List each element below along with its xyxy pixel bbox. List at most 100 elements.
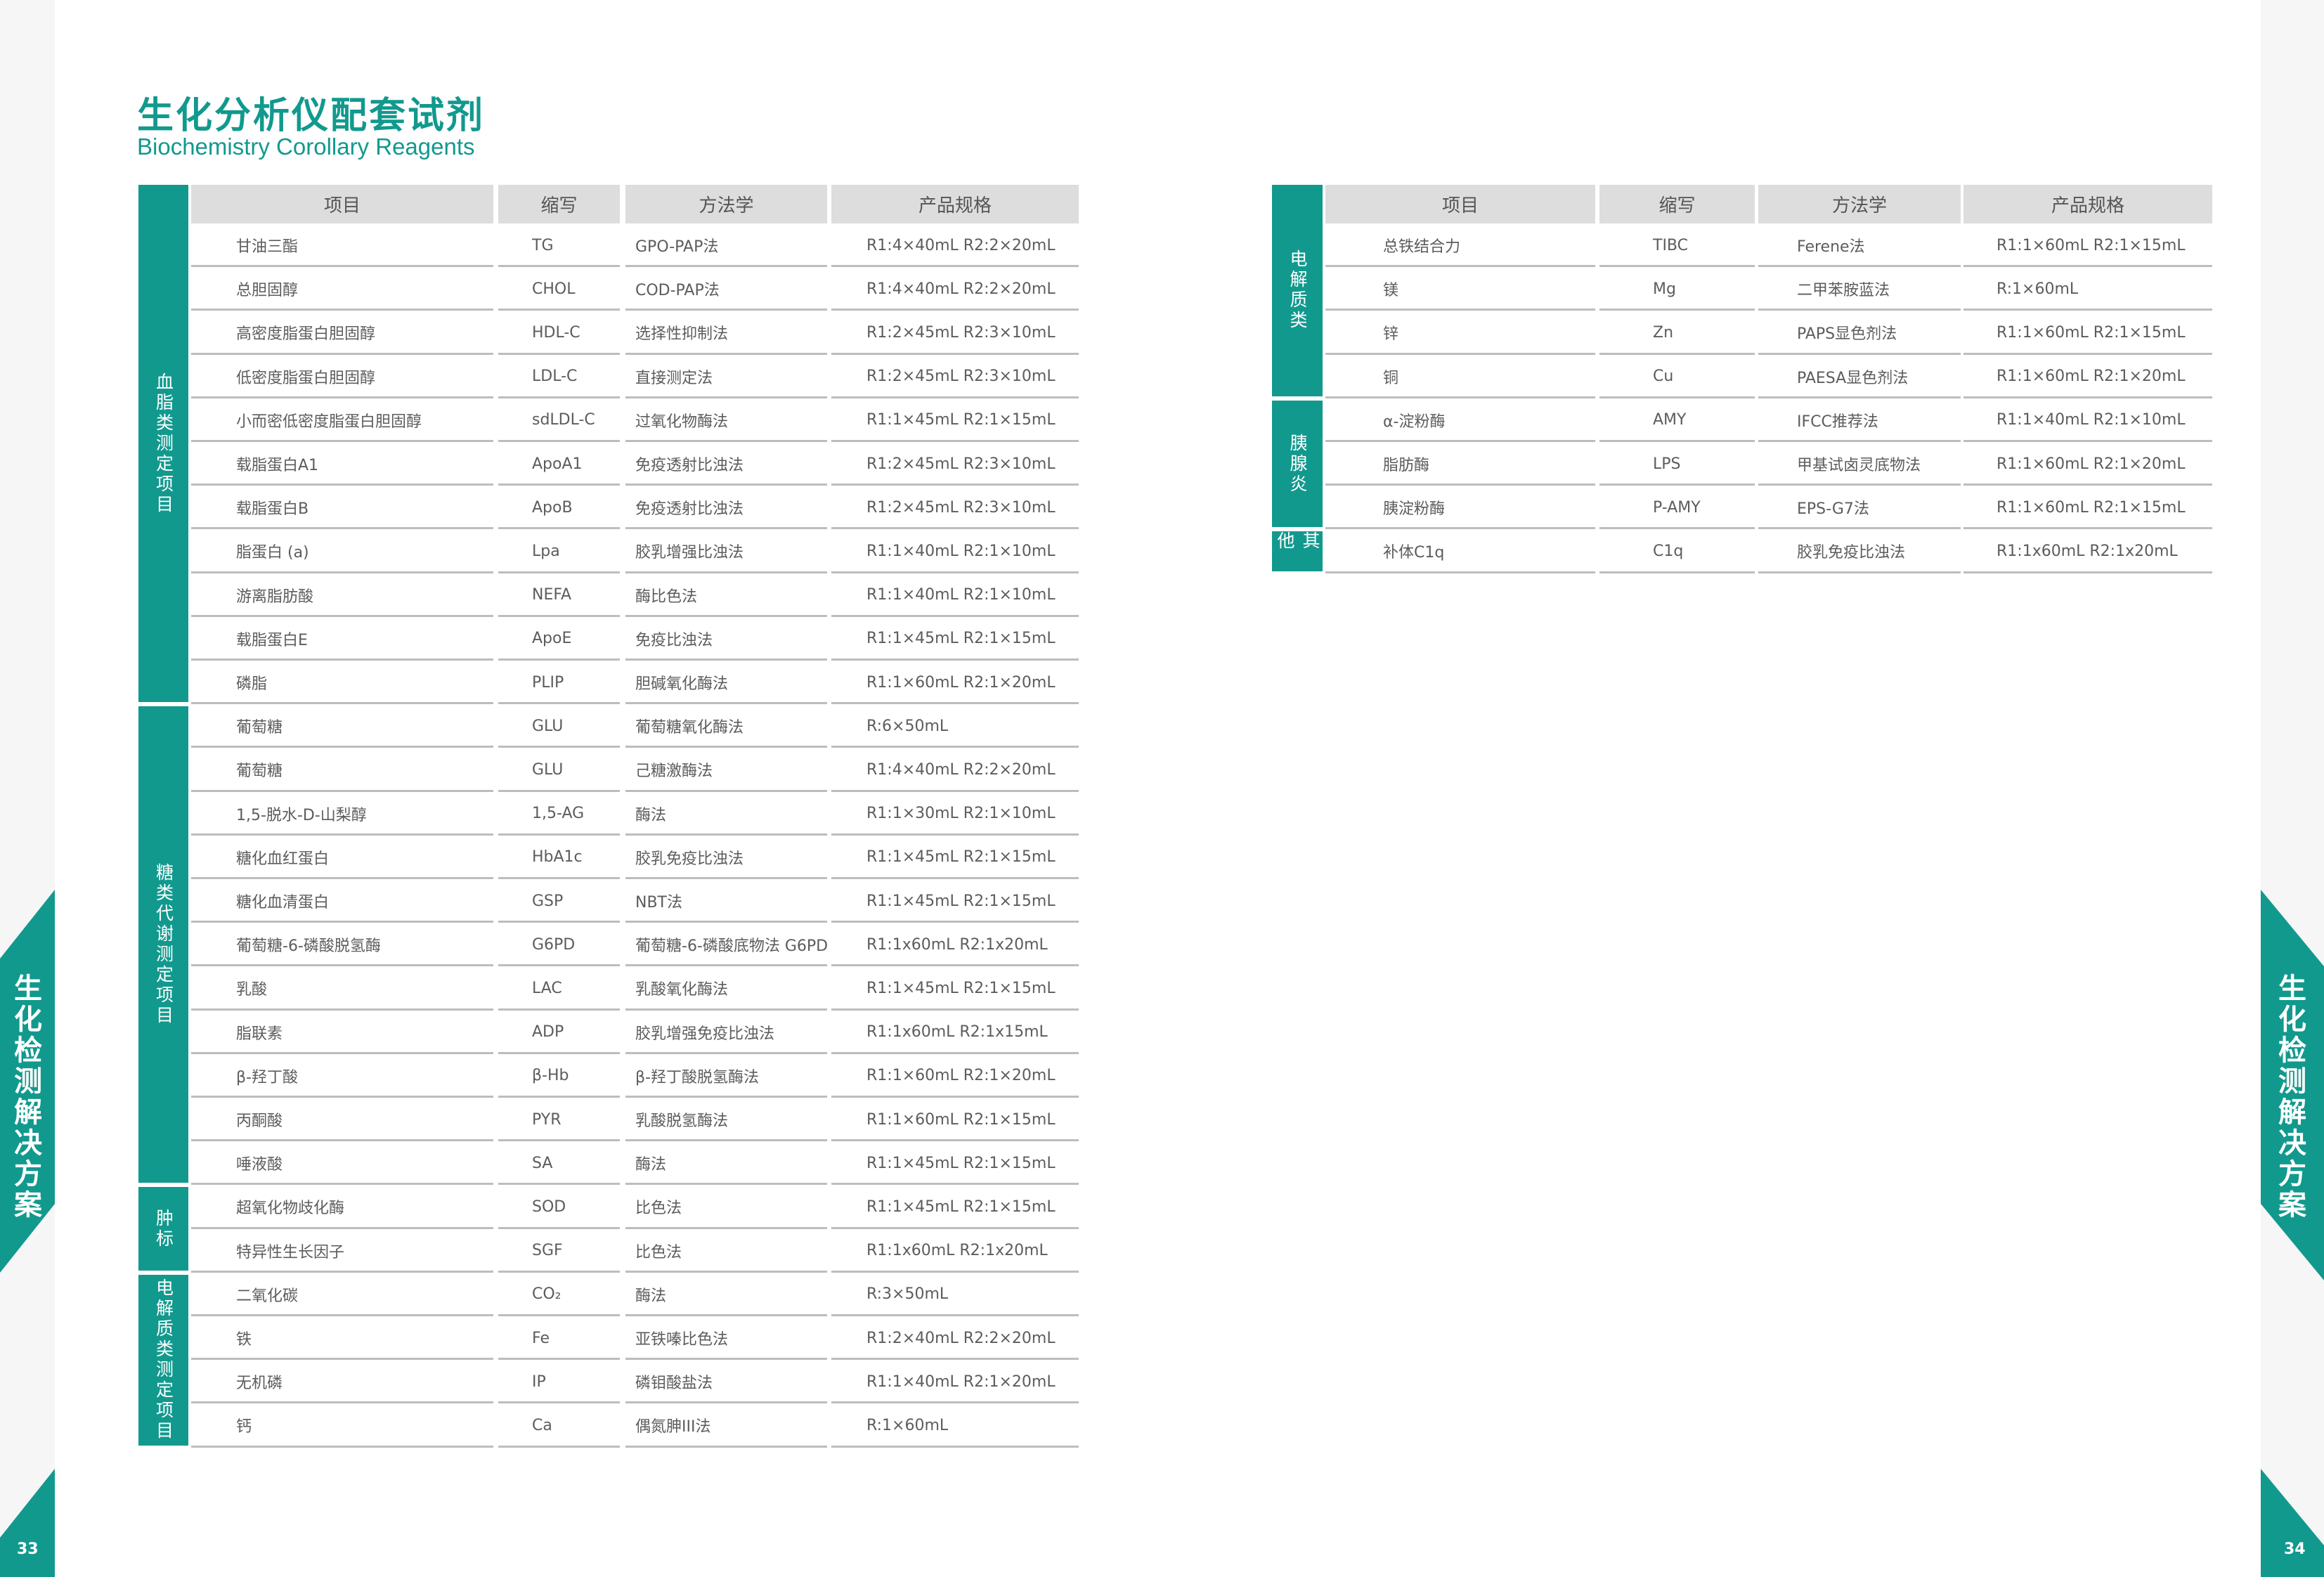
methodology: Ferene法 [1797,238,1865,257]
left-page-corner-shape [0,1469,55,1577]
item-name: 低密度脂蛋白胆固醇 [236,369,376,387]
abbreviation: G6PD [532,935,576,954]
row-divider [831,1008,1079,1011]
row-divider [498,1358,620,1361]
row-divider [1963,265,2212,268]
item-name: 二氧化碳 [236,1287,299,1305]
product-spec: R1:1×45mL R2:1×15mL [866,1154,1056,1172]
row-divider [625,1270,827,1273]
row-divider [191,789,493,792]
left-margin-strip [0,0,55,1577]
product-spec: R1:1×40mL R2:1×10mL [1997,411,2186,429]
row-divider [831,1226,1079,1229]
item-name: 总胆固醇 [236,282,299,300]
row-divider [831,309,1079,311]
row-divider [1963,484,2212,486]
row-divider [831,964,1079,967]
row-divider [498,265,620,268]
product-spec: R:1×60mL [1997,280,2079,298]
row-divider [191,877,493,879]
product-spec: R1:2×45mL R2:3×10mL [866,368,1056,386]
row-divider [191,571,493,573]
methodology: 酶法 [635,1287,667,1305]
column-header: 方法学 [625,185,827,223]
row-divider [831,921,1079,923]
row-divider [498,702,620,705]
abbreviation: NEFA [532,586,572,604]
row-divider [625,789,827,792]
product-spec: R1:4×40mL R2:2×20mL [866,236,1056,254]
category-text: 胰腺炎 [1287,433,1308,495]
row-divider [191,1401,493,1404]
methodology: 胶乳增强免疫比浊法 [635,1025,775,1043]
row-divider [1758,571,1961,573]
abbreviation: P-AMY [1653,498,1701,517]
methodology: COD-PAP法 [635,282,720,300]
category-label: 电解质类 [1272,185,1323,396]
methodology: GPO-PAP法 [635,238,719,257]
right-margin-strip [2261,0,2324,1577]
row-divider [625,1096,827,1098]
row-divider [831,833,1079,836]
abbreviation: Mg [1653,280,1676,298]
category-label: 血脂类测定项目 [138,185,188,703]
methodology: 胶乳增强比浊法 [635,544,744,562]
item-name: 脂联素 [236,1025,283,1043]
item-name: 小而密低密度脂蛋白胆固醇 [236,413,422,431]
abbreviation: GLU [532,717,564,735]
product-spec: R1:4×40mL R2:2×20mL [866,280,1056,298]
methodology: EPS-G7法 [1797,500,1869,519]
row-divider [831,527,1079,530]
item-name: 铁 [236,1331,252,1349]
column-header: 缩写 [498,185,620,223]
row-divider [191,833,493,836]
row-divider [1599,265,1755,268]
row-divider [1325,352,1595,355]
item-name: 锌 [1383,325,1399,344]
row-divider [831,1445,1079,1448]
row-divider [1758,309,1961,311]
row-divider [498,1139,620,1142]
abbreviation: AMY [1653,411,1687,429]
abbreviation: TIBC [1653,236,1688,254]
product-spec: R1:1x60mL R2:1x20mL [866,935,1048,954]
product-spec: R1:1×60mL R2:1×15mL [866,1110,1056,1129]
row-divider [498,527,620,530]
category-label: 电解质类测定项目 [138,1274,188,1446]
row-divider [831,702,1079,705]
methodology: 免疫比浊法 [635,631,713,649]
item-name: 脂肪酶 [1383,457,1430,475]
row-divider [831,396,1079,398]
methodology: 直接测定法 [635,369,713,387]
page-subtitle: Biochemistry Corollary Reagents [137,134,475,160]
row-divider [191,746,493,748]
methodology: 二甲苯胺蓝法 [1797,282,1890,300]
row-divider [625,1226,827,1229]
methodology: 葡萄糖-6-磷酸底物法 G6PD [635,937,829,956]
methodology: 酶法 [635,806,667,824]
methodology: 胶乳免疫比浊法 [635,850,744,868]
row-divider [625,1445,827,1448]
row-divider [191,1358,493,1361]
abbreviation: HbA1c [532,848,583,867]
row-divider [191,1051,493,1054]
row-divider [831,789,1079,792]
category-text: 电解质类 [1287,249,1308,332]
abbreviation: LPS [1653,455,1681,473]
methodology: 酶法 [635,1156,667,1174]
item-name: 无机磷 [236,1375,283,1393]
methodology: 酶比色法 [635,588,698,606]
row-divider [498,1051,620,1054]
product-spec: R1:1×45mL R2:1×15mL [866,411,1056,429]
row-divider [625,746,827,748]
row-divider [191,658,493,661]
row-divider [191,1096,493,1098]
row-divider [498,484,620,486]
item-name: 葡萄糖 [236,719,283,737]
methodology: 免疫透射比浊法 [635,457,744,475]
abbreviation: β-Hb [532,1067,569,1085]
column-header: 项目 [191,185,493,223]
row-divider [1325,396,1595,398]
item-name: 糖化血红蛋白 [236,850,330,868]
item-name: 磷脂 [236,675,268,694]
